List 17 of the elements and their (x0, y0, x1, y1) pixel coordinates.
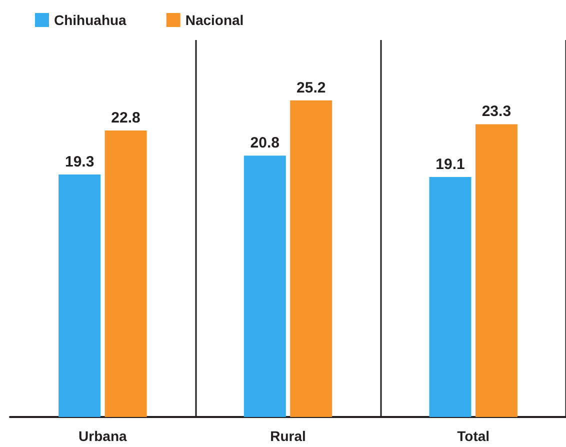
data-label: 25.2 (296, 79, 326, 96)
data-label: 20.8 (250, 134, 280, 152)
bar (104, 130, 147, 417)
x-tick-label: Rural (270, 428, 306, 444)
x-tick-label: Total (457, 428, 490, 444)
bar (244, 156, 286, 417)
bar (429, 176, 472, 417)
data-label: 19.1 (436, 156, 465, 173)
data-label: 23.3 (482, 103, 512, 120)
data-label: 22.8 (111, 109, 140, 126)
bar (290, 100, 332, 417)
legend-label: Chihuahua (54, 12, 127, 28)
data-label: 19.3 (64, 153, 94, 170)
bar (58, 174, 101, 417)
x-tick-label: Urbana (78, 428, 127, 444)
legend-label: Nacional (185, 12, 244, 28)
bar (475, 124, 518, 417)
